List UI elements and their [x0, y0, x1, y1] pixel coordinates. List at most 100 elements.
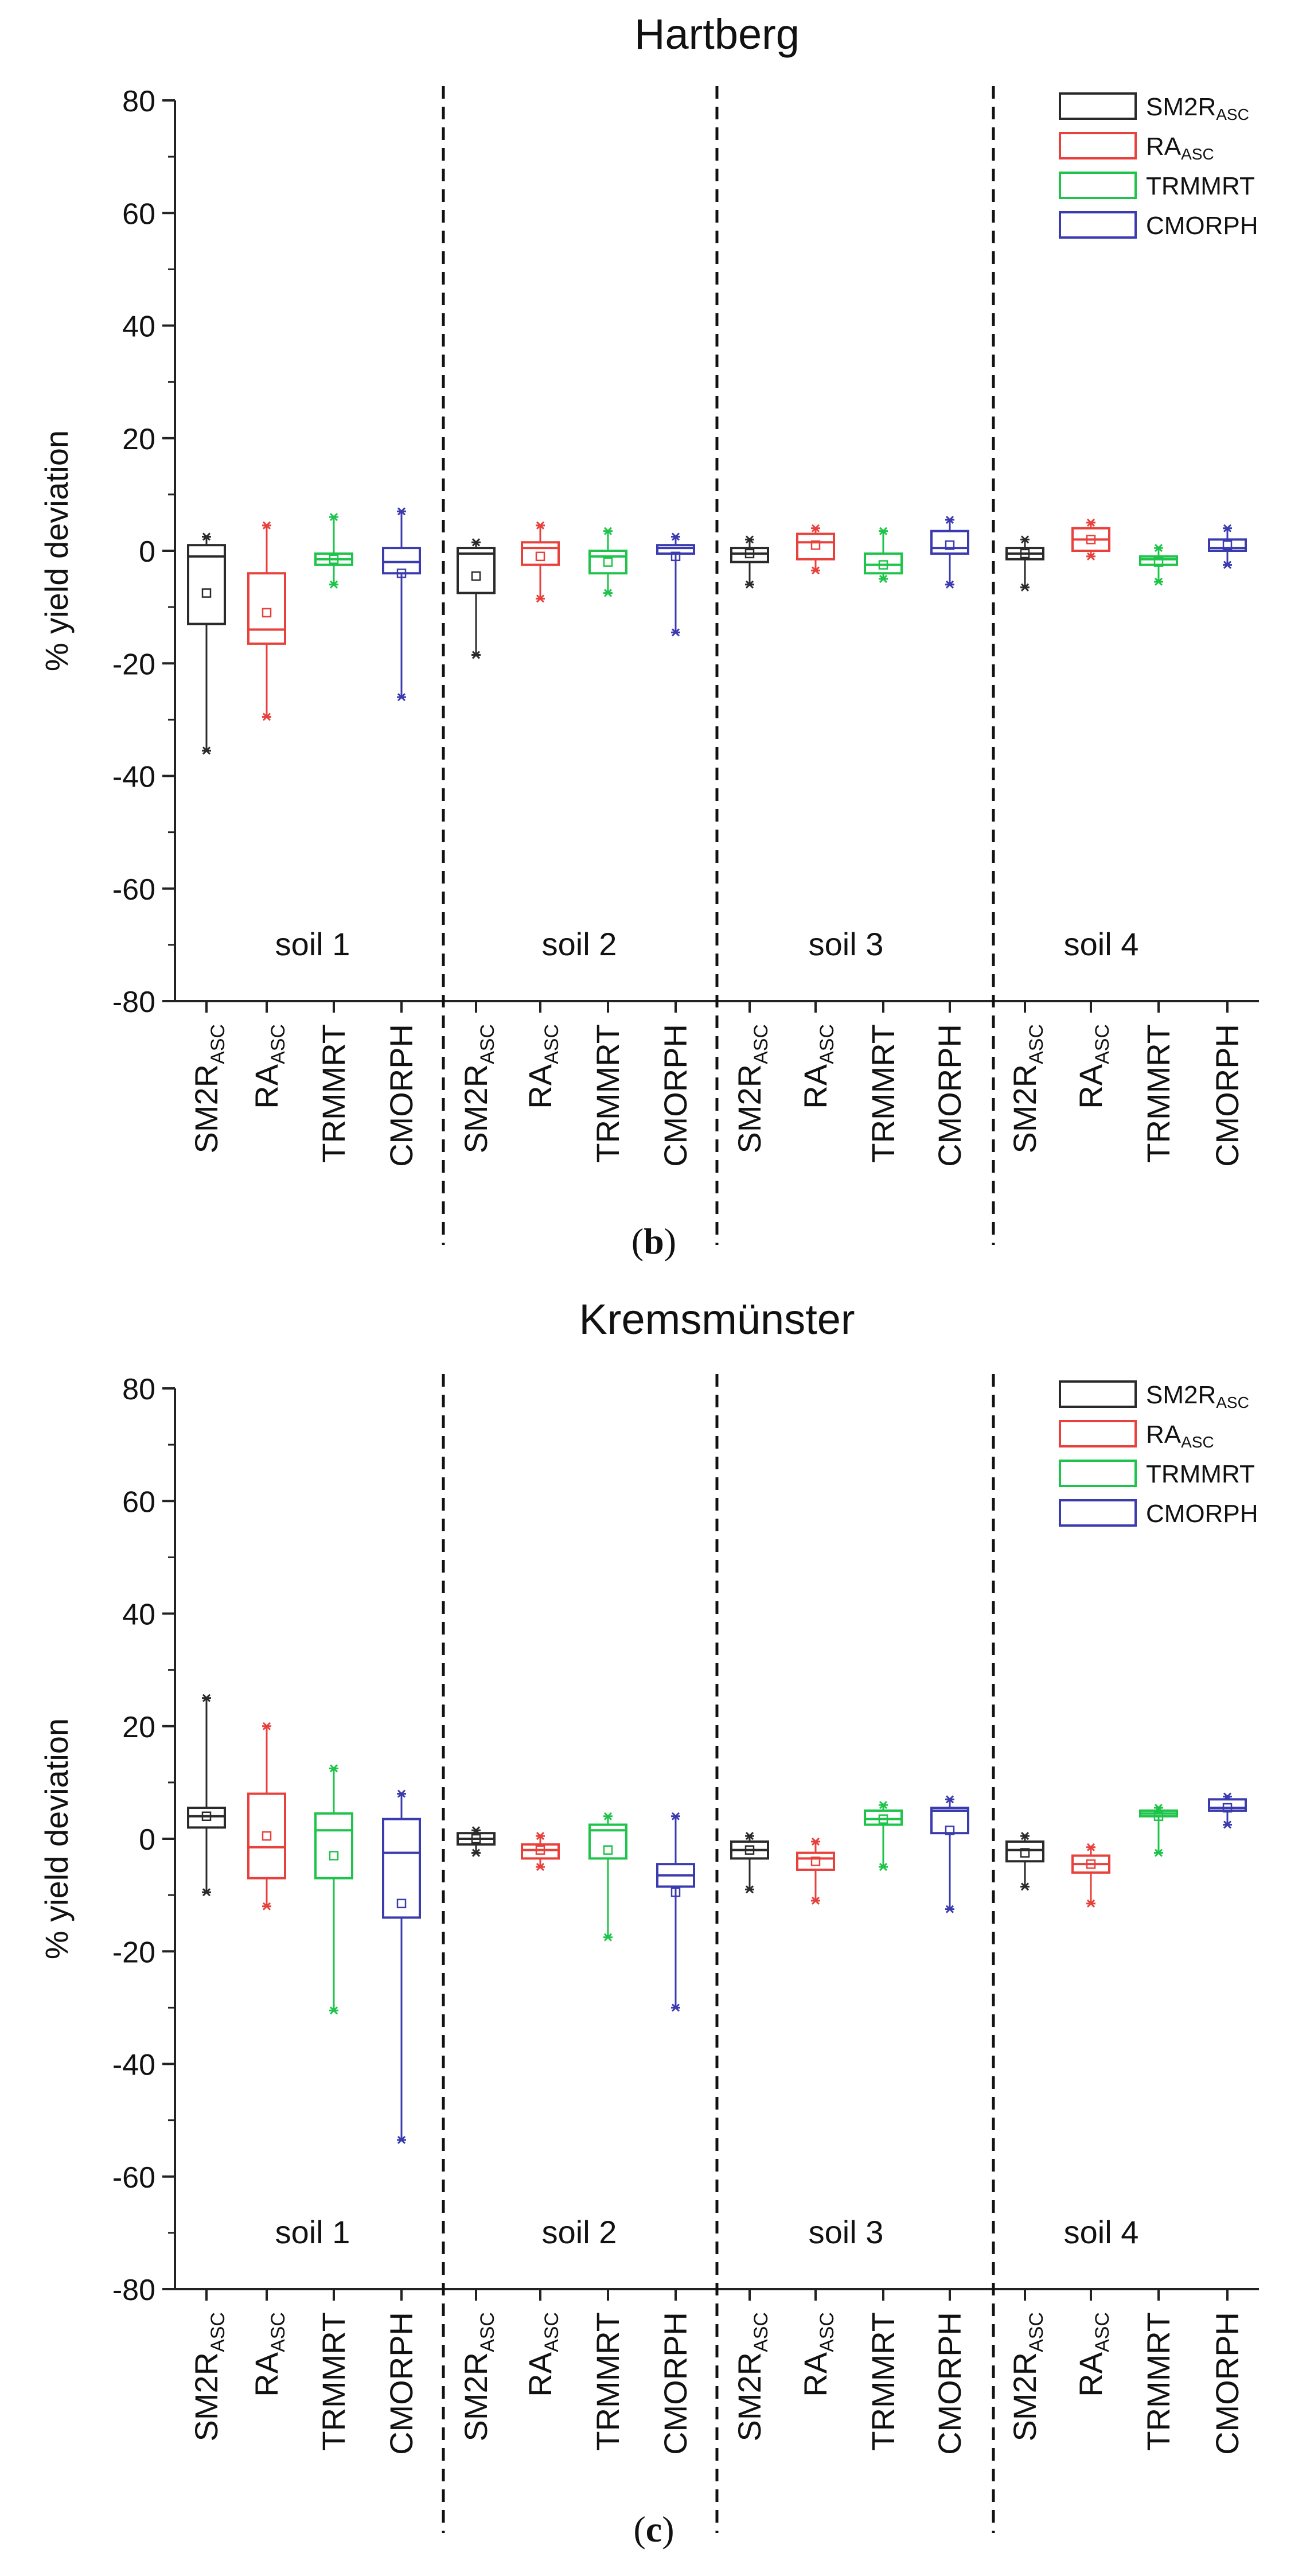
extreme-marker [671, 628, 680, 637]
extreme-marker [202, 1888, 211, 1897]
extreme-marker [945, 1905, 954, 1913]
y-tick-label: -80 [112, 986, 155, 1019]
legend-entry-base: RA [1146, 1421, 1182, 1449]
x-tick-label-base: SM2R [458, 2352, 494, 2442]
extreme-marker [1020, 535, 1030, 544]
box-trmmrt [588, 1812, 627, 1941]
box-sm2r [457, 538, 496, 659]
x-tick-label-base: SM2R [1007, 2352, 1043, 2442]
box-cmorph [1208, 524, 1247, 569]
extreme-marker [202, 1694, 211, 1702]
box-body [930, 530, 969, 555]
x-tick-label-base: RA [797, 2352, 833, 2396]
extreme-marker [397, 1789, 406, 1798]
x-tick-label-base: SM2R [188, 2352, 224, 2442]
extreme-marker [262, 521, 271, 530]
y-tick-label: 60 [122, 1485, 155, 1519]
x-tick-label: RAASC [1073, 2312, 1113, 2397]
extreme-marker [397, 507, 406, 516]
legend-entry-sub: ASC [1181, 145, 1214, 163]
mean-marker [744, 1845, 755, 1855]
group-label: soil 2 [542, 926, 617, 962]
extreme-marker [1020, 1882, 1030, 1891]
group-label: soil 3 [809, 926, 884, 962]
box-ra [1071, 518, 1110, 561]
x-tick-label: SM2RASC [188, 1024, 229, 1154]
x-tick-label-sub: ASC [207, 2312, 229, 2352]
box-cmorph [656, 1812, 695, 2012]
mean-marker [329, 554, 339, 564]
extreme-marker [536, 1832, 545, 1840]
x-tick-label-base: SM2R [458, 1064, 494, 1154]
mean-marker [1153, 557, 1164, 567]
extreme-marker [879, 1801, 888, 1810]
group-label: soil 4 [1064, 926, 1139, 962]
mean-marker [1153, 1811, 1164, 1821]
mean-marker [945, 540, 955, 550]
x-tick-label-base: RA [797, 1064, 833, 1108]
legend-swatch [1059, 132, 1137, 159]
x-tick-label-base: CMORPH [657, 1024, 693, 1167]
x-tick-label: TRMMRT [590, 2312, 626, 2451]
box-body [314, 1812, 353, 1880]
extreme-marker [471, 1849, 481, 1857]
x-tick-label-base: RA [248, 1064, 284, 1108]
extreme-marker [945, 580, 954, 589]
extreme-marker [1086, 1843, 1095, 1851]
y-tick-label: 40 [122, 310, 155, 344]
extreme-marker [945, 1795, 954, 1804]
box-trmmrt [1139, 544, 1178, 586]
box-body [864, 552, 903, 575]
legend-entry-base: RA [1146, 133, 1182, 161]
y-tick-label: -40 [112, 2049, 155, 2082]
x-tick-label-base: TRMMRT [590, 2312, 626, 2451]
extreme-marker [745, 580, 754, 589]
extreme-marker [671, 532, 680, 541]
group-label: soil 1 [275, 2214, 350, 2250]
group-label: soil 4 [1064, 2214, 1139, 2250]
box-cmorph [1208, 1792, 1247, 1829]
extreme-marker [329, 1764, 338, 1773]
box-sm2r [730, 535, 769, 589]
chart-panel-b: Hartberg -80 -60 -40 -20 0 20 40 60 80 % yield dev… [38, 10, 1259, 1262]
legend-swatch [1059, 1420, 1137, 1447]
extreme-marker [536, 521, 545, 530]
panel-label-letter: b [644, 1221, 664, 1262]
extreme-marker [745, 1885, 754, 1894]
mean-marker [262, 1831, 272, 1841]
box-cmorph [930, 1795, 969, 1913]
mean-marker [471, 1834, 481, 1844]
x-tick-label: RAASC [522, 2312, 563, 2397]
x-tick-label: TRMMRT [1140, 1024, 1176, 1163]
mean-marker [1020, 1848, 1030, 1858]
x-tick-label: RAASC [248, 1024, 289, 1109]
y-tick-label: 20 [122, 423, 155, 456]
extreme-marker [945, 515, 954, 524]
x-tick-label: SM2RASC [731, 1024, 772, 1154]
box-sm2r [1005, 535, 1044, 592]
box-body [796, 1851, 835, 1871]
x-tick-label: RAASC [797, 2312, 838, 2397]
extreme-marker [811, 1896, 820, 1905]
x-tick-label: CMORPH [931, 2312, 968, 2455]
extreme-marker [1086, 1899, 1095, 1908]
legend-entry-base: TRMMRT [1146, 1460, 1255, 1488]
legend-entry: TRMMRT [1146, 1460, 1255, 1488]
box-ra [247, 521, 286, 721]
x-tick-label: CMORPH [931, 1024, 968, 1167]
legend-entry-sub: ASC [1216, 1394, 1249, 1411]
legend-entry-base: CMORPH [1146, 1500, 1258, 1528]
y-tick-label: 20 [122, 1711, 155, 1744]
panel-label-open: ( [631, 1221, 644, 1262]
legend-entry: RAASC [1146, 1421, 1214, 1451]
mean-marker [471, 571, 481, 581]
x-tick-label: TRMMRT [1140, 2312, 1176, 2451]
x-tick-label: CMORPH [383, 1024, 419, 1167]
legend-swatch [1059, 172, 1137, 199]
legend-entry: SM2RASC [1146, 1381, 1249, 1411]
y-tick-label: -40 [112, 761, 155, 794]
box-body [930, 1807, 969, 1835]
